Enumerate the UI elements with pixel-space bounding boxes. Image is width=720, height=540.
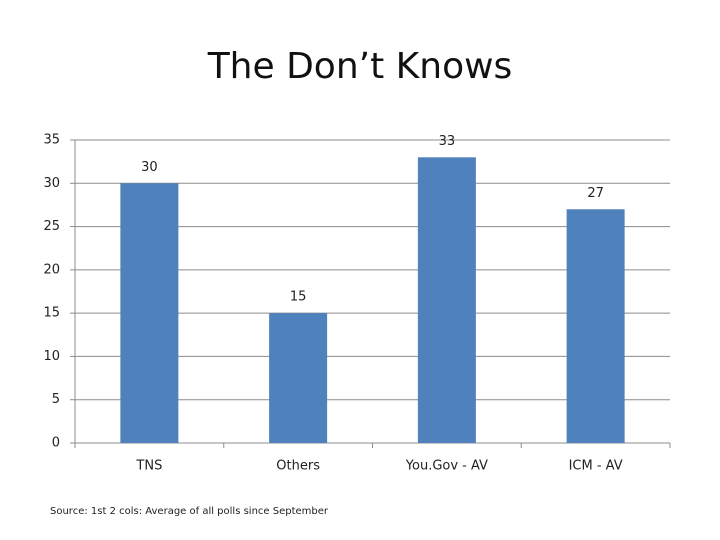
source-note: Source: 1st 2 cols: Average of all polls… xyxy=(50,506,329,517)
bar xyxy=(120,183,179,444)
y-tick-label: 10 xyxy=(43,349,60,364)
x-tick-label: You.Gov - AV xyxy=(405,459,488,474)
x-tick-label: ICM - AV xyxy=(569,459,623,474)
data-label: 27 xyxy=(587,186,604,201)
y-tick-label: 30 xyxy=(43,176,60,191)
data-label: 15 xyxy=(290,290,307,305)
y-tick-label: 5 xyxy=(52,392,60,407)
y-tick-label: 25 xyxy=(43,219,60,234)
bar xyxy=(417,157,476,444)
y-tick-label: 20 xyxy=(43,262,60,277)
bar xyxy=(566,209,625,443)
data-label: 30 xyxy=(141,160,158,175)
x-tick-label: TNS xyxy=(135,459,162,474)
bar xyxy=(269,313,328,443)
y-tick-label: 0 xyxy=(52,436,60,451)
y-tick-label: 35 xyxy=(43,133,60,148)
chart-title: The Don’t Knows xyxy=(207,46,513,87)
y-tick-label: 15 xyxy=(43,306,60,321)
x-tick-label: Others xyxy=(276,459,320,474)
data-label: 33 xyxy=(439,134,456,149)
